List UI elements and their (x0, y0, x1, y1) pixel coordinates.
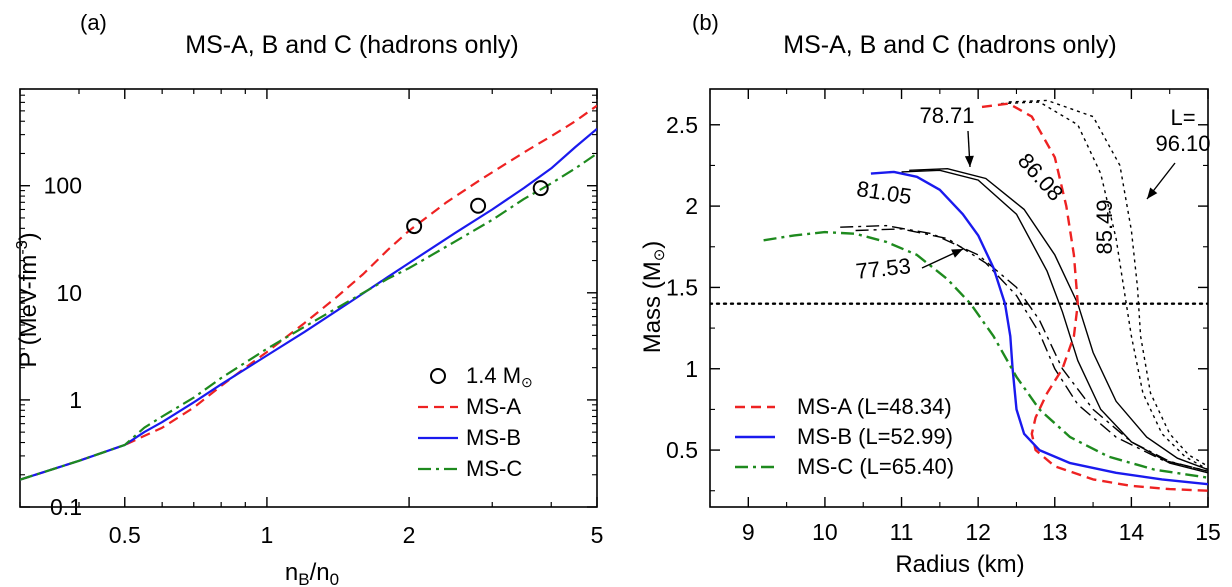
legend-label-ms-c: MS-C (466, 456, 522, 481)
mass-marker-point (406, 218, 423, 235)
label-96-10: 96.10 (1155, 131, 1210, 156)
legend-label-ms-b: MS-B (466, 425, 521, 450)
series-line-ms-c (763, 230, 1208, 479)
x-axis-label-b: Radius (km) (895, 551, 1024, 578)
arrow-78-71-head (964, 155, 974, 167)
y-tick-label-b: 2.5 (666, 112, 698, 138)
legend-label-ms-a: MS-A (466, 394, 521, 419)
legend-label-b: MS-C (L=65.40) (797, 454, 954, 479)
panel-label-a: (a) (80, 10, 107, 35)
y-tick-label-a: 0.1 (50, 494, 82, 520)
label-81-05: 81.05 (855, 176, 913, 209)
y-tick-label-b: 0.5 (666, 437, 698, 463)
chart-title-b: MS-A, B and C (hadrons only) (783, 31, 1116, 59)
series-line-ms-a (20, 104, 597, 481)
series-a (20, 104, 597, 481)
plot-frame-b (709, 88, 1209, 508)
ticks-a: 0.5 1 2 5 0.1 1 10 100 (19, 88, 604, 548)
y-tick-label-a: 1 (69, 387, 82, 413)
x-tick-label-a: 2 (403, 522, 416, 548)
y-tick-label-a: 100 (44, 173, 82, 199)
x-tick-label-b: 15 (1195, 519, 1221, 545)
y-axis-label-b: Mass (M⊙) (639, 241, 668, 354)
label-L: L= (1170, 105, 1195, 130)
series-line-ms-b (20, 127, 597, 481)
x-tick-label-b: 9 (742, 519, 755, 545)
x-tick-label-b: 12 (965, 519, 991, 545)
y-axis-label-a: P (MeV-fm-3) (14, 232, 42, 367)
x-tick-label-a: 1 (261, 522, 274, 548)
chart-title-a: MS-A, B and C (hadrons only) (185, 31, 518, 59)
y-tick-label-a: 10 (56, 280, 82, 306)
x-tick-label-b: 14 (1119, 519, 1145, 545)
curve-L-85.49 (1001, 101, 1208, 471)
curve-L-77.53 (855, 228, 1208, 472)
legend-b: MS-A (L=48.34) MS-B (L=52.99) MS-C (L=65.4… (735, 394, 954, 479)
label-78-71: 78.71 (919, 103, 974, 128)
legend-marker-sub: ⊙ (521, 374, 533, 390)
panel-label-b: (b) (692, 10, 719, 35)
y-tick-label-b: 1.5 (666, 274, 698, 300)
arrow-77-53-head (951, 249, 963, 258)
label-77-53: 77.53 (855, 253, 912, 284)
label-85-49: 85.49 (1092, 199, 1117, 254)
series-b (710, 99, 1208, 492)
series-line-ms-b (870, 170, 1208, 486)
x-axis-label-a: nB/n0 (285, 559, 339, 587)
mass-marker-point (532, 180, 549, 197)
legend-a: 1.4 M⊙ MS-A MS-B MS-C (418, 363, 533, 481)
legend-label-b: MS-B (L=52.99) (797, 424, 953, 449)
arrow-96-10-head (1147, 187, 1158, 199)
legend-label-b: MS-A (L=48.34) (797, 394, 952, 419)
x-tick-label-b: 11 (890, 519, 914, 545)
legend-marker-label: 1.4 M⊙ (466, 363, 533, 390)
series-line-ms-c (20, 152, 597, 481)
mass-marker-point (470, 197, 487, 214)
ticks-b: 9 10 11 12 13 14 15 0.5 1 1.5 2 2.5 (666, 89, 1221, 545)
x-tick-label-b: 10 (812, 519, 838, 545)
curve-L-86.08 (909, 167, 1208, 471)
y-tick-label-b: 2 (685, 193, 698, 219)
curve-L-96.10 (1008, 99, 1208, 467)
x-tick-label-a: 0.5 (109, 522, 141, 548)
y-tick-label-b: 1 (685, 356, 698, 382)
x-tick-label-b: 13 (1042, 519, 1068, 545)
x-tick-label-a: 5 (591, 522, 604, 548)
markers-a (406, 180, 549, 235)
legend-marker-symbol (430, 368, 446, 384)
curve-L-78.71 (901, 169, 1208, 474)
